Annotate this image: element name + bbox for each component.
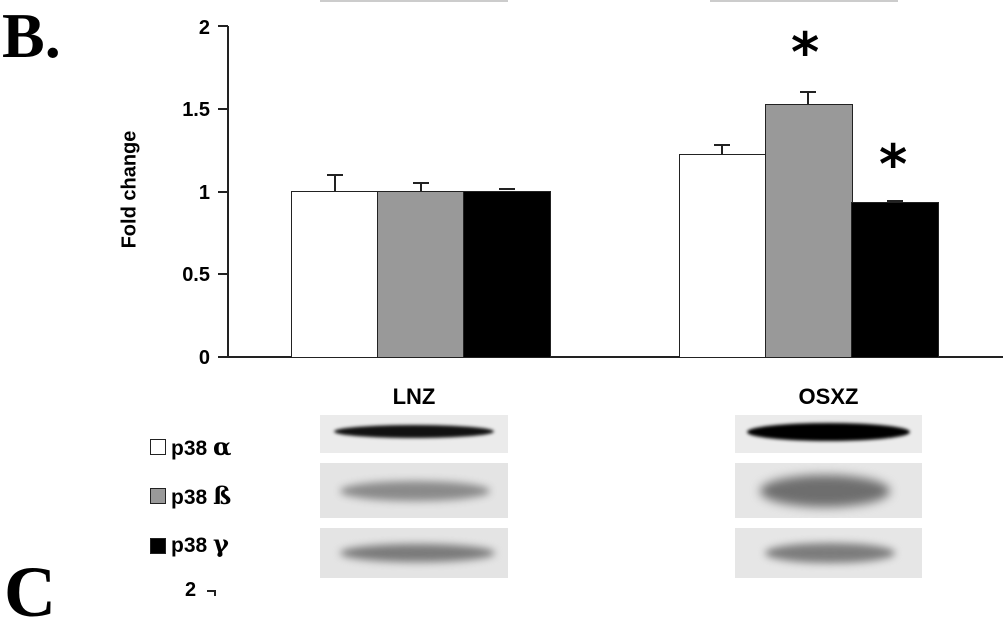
group-label-osxz: OSXZ — [798, 384, 859, 409]
legend-label: p38 — [171, 534, 208, 557]
legend-label: p38 — [171, 486, 208, 509]
blot-lnz-p38-alpha — [320, 415, 508, 453]
blot-lnz-p38-beta — [320, 463, 508, 518]
blot-osxz-p38-beta — [735, 463, 922, 518]
legend-swatch-black — [150, 538, 166, 554]
error-cap-lnz-beta — [413, 182, 429, 184]
y-tickmark — [218, 108, 228, 110]
bar-lnz-p38-beta — [377, 191, 465, 358]
y-tick-0: 0 — [198, 347, 210, 369]
y-tickmark — [218, 356, 228, 358]
blot-edge-top-left — [320, 0, 508, 2]
y-tickmark — [218, 191, 228, 193]
error-cap-osxz-beta — [800, 91, 816, 93]
error-cap-osxz-gamma — [887, 200, 903, 202]
legend-swatch-gray — [150, 488, 166, 504]
bar-osxz-p38-alpha — [679, 154, 767, 358]
next-panel-axis — [214, 590, 216, 596]
error-cap-lnz-alpha — [327, 174, 343, 176]
bar-lnz-p38-alpha — [291, 191, 379, 358]
y-axis — [227, 26, 229, 358]
y-tick-0-5: 0.5 — [182, 264, 210, 286]
y-axis-label: Fold change — [118, 130, 141, 249]
error-cap-osxz-alpha — [714, 144, 730, 146]
y-tick-1: 1 — [198, 182, 210, 204]
legend-greek-beta: ß — [213, 481, 232, 510]
legend-label: p38 — [171, 437, 208, 460]
next-panel-tickmark — [207, 590, 215, 592]
bar-lnz-p38-gamma — [463, 191, 551, 358]
bar-osxz-p38-gamma — [851, 202, 939, 358]
y-tick-2: 2 — [198, 17, 210, 39]
panel-label-c: C — [4, 552, 56, 632]
y-tickmark — [218, 25, 228, 27]
y-tickmark — [218, 273, 228, 275]
legend-swatch-white — [150, 439, 166, 455]
next-panel-y-tick: 2 — [185, 579, 197, 601]
y-tick-1-5: 1.5 — [182, 99, 210, 121]
error-bar-osxz-beta — [807, 92, 809, 104]
legend-greek-alpha: α — [213, 432, 232, 461]
blot-lnz-p38-gamma — [320, 528, 508, 578]
x-axis — [227, 356, 1003, 358]
significance-asterisk-beta: * — [791, 21, 820, 84]
group-label-lnz: LNZ — [392, 384, 436, 409]
bar-osxz-p38-beta — [765, 104, 853, 358]
blot-osxz-p38-gamma — [735, 528, 922, 578]
error-bar-osxz-alpha — [721, 145, 723, 154]
error-cap-lnz-gamma — [499, 188, 515, 190]
error-bar-lnz-beta — [420, 182, 422, 191]
significance-asterisk-gamma: * — [879, 133, 908, 196]
error-bar-lnz-alpha — [334, 174, 336, 191]
blot-edge-top-right — [710, 0, 898, 2]
legend-greek-gamma: γ — [213, 529, 229, 558]
blot-osxz-p38-alpha — [735, 415, 922, 453]
panel-label-b: B. — [2, 0, 61, 71]
